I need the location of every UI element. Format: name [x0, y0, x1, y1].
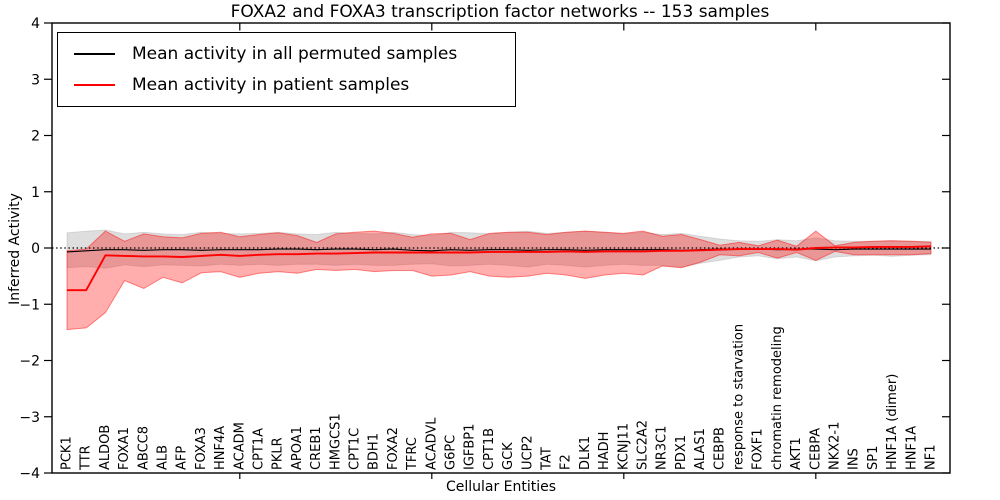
y-tick-label: 2: [31, 129, 40, 145]
x-tick-label: PDX1: [674, 435, 689, 470]
x-tick-label: CPT1A: [252, 428, 267, 470]
x-tick-label: HNF1A: [904, 426, 919, 470]
x-tick-label: NR3C1: [655, 426, 670, 470]
x-tick-label: ACADM: [232, 422, 247, 470]
x-tick-label: KCNJ11: [616, 423, 631, 470]
legend-label-patient: Mean activity in patient samples: [132, 74, 410, 95]
x-tick-label: FOXA3: [194, 427, 209, 470]
x-tick-label: ALDOB: [98, 425, 113, 470]
x-tick-label: UCP2: [520, 435, 535, 470]
x-tick-label: TTR: [79, 445, 94, 471]
x-tick-label: HADH: [597, 432, 612, 470]
y-tick-label: −3: [19, 410, 40, 426]
legend: Mean activity in all permuted samples Me…: [57, 32, 516, 107]
x-tick-label: PKLR: [271, 437, 286, 470]
x-tick-label: NKX2-1: [828, 422, 843, 470]
x-tick-label: ALB: [156, 445, 171, 470]
y-tick-label: −4: [19, 466, 40, 482]
x-tick-label: response to starvation: [732, 324, 747, 470]
y-tick-label: 3: [31, 72, 40, 88]
x-tick-label: AFP: [175, 446, 190, 470]
x-tick-label: BDH1: [367, 433, 382, 470]
patient-mean-line: [67, 245, 932, 292]
permuted-line-swatch-icon: [74, 52, 115, 55]
patient-std-band: [66, 230, 932, 331]
y-tick-label: 0: [31, 241, 40, 257]
x-tick-label: HNF4A: [213, 426, 228, 470]
x-tick-label: FOXA1: [117, 427, 132, 470]
legend-label-permuted: Mean activity in all permuted samples: [132, 43, 458, 64]
x-tick-label: HMGCS1: [328, 413, 343, 470]
x-tick-label: NF1: [924, 445, 939, 470]
x-tick-label: FOXF1: [751, 428, 766, 470]
x-tick-label: SP1: [866, 446, 881, 470]
x-tick-label: F2: [559, 454, 574, 470]
x-tick-label: GCK: [501, 442, 516, 470]
x-tick-label: AKT1: [789, 437, 804, 470]
x-tick-label: SLC2A2: [636, 420, 651, 470]
y-tick-label: 1: [31, 185, 40, 201]
x-axis-label: Cellular Entities: [445, 479, 557, 495]
y-tick-label: −1: [19, 297, 40, 313]
x-tick-label: ABCC8: [136, 426, 151, 470]
y-axis-label: Inferred Activity: [7, 193, 23, 305]
x-tick-label: chromatin remodeling: [770, 326, 785, 470]
x-tick-label: INS: [847, 448, 862, 470]
x-tick-label: CREB1: [309, 426, 324, 470]
y-tick-label: −2: [19, 354, 40, 370]
x-tick-label: DLK1: [578, 436, 593, 470]
chart-title: FOXA2 and FOXA3 transcription factor net…: [230, 2, 770, 22]
patient-line-swatch-icon: [74, 83, 115, 86]
x-tick-label: IGFBP1: [463, 424, 478, 470]
x-tick-label: TAT: [540, 447, 555, 471]
x-tick-label: TFRC: [405, 437, 420, 471]
x-tick-label: PCK1: [60, 436, 75, 470]
x-tick-label: CEBPB: [712, 427, 727, 470]
x-tick-label: APOA1: [290, 426, 305, 470]
x-tick-label: CPT1C: [348, 428, 363, 470]
x-tick-label: ALAS1: [693, 428, 708, 470]
x-tick-label: CEBPA: [808, 428, 823, 470]
x-tick-label: ACADVL: [424, 417, 439, 470]
y-tick-label: 4: [31, 16, 40, 32]
legend-entry-patient: Mean activity in patient samples: [58, 69, 515, 100]
x-tick-label: FOXA2: [386, 427, 401, 470]
x-tick-label: G6PC: [444, 435, 459, 470]
x-tick-label: CPT1B: [482, 428, 497, 470]
x-tick-label: HNF1A (dimer): [885, 374, 900, 470]
legend-entry-permuted: Mean activity in all permuted samples: [58, 38, 515, 69]
